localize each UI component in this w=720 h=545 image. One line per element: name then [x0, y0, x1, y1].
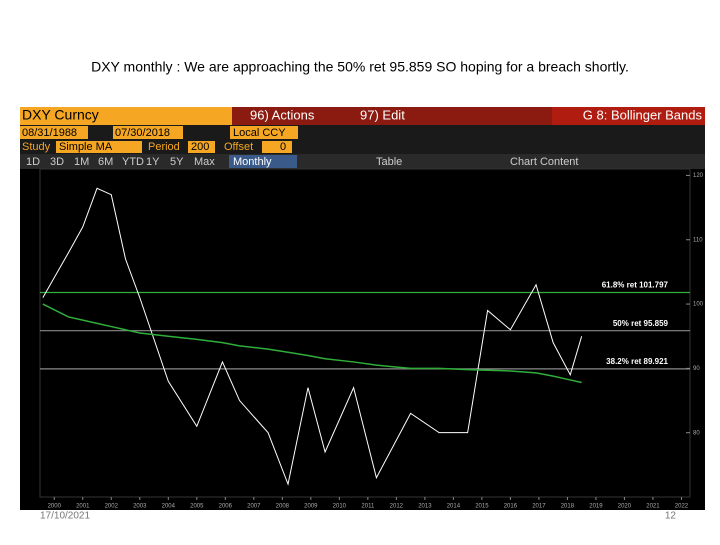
end-field[interactable] — [113, 126, 183, 139]
retracement-label: 38.2% ret 89.921 — [606, 357, 668, 366]
range-tab[interactable]: 1D — [26, 156, 40, 168]
x-tick-label: 2005 — [190, 504, 204, 510]
study-field[interactable] — [56, 141, 142, 153]
table-button[interactable]: Table — [376, 156, 402, 168]
x-tick-label: 2006 — [219, 504, 233, 510]
range-tab[interactable]: 1M — [74, 156, 89, 168]
study: Simple MA — [59, 141, 113, 153]
study-label: Study — [22, 141, 51, 153]
range-tab[interactable]: 5Y — [170, 156, 184, 168]
ticker: DXY Curncy — [22, 107, 99, 123]
chart-content-button[interactable]: Chart Content — [510, 156, 578, 168]
slide-title: DXY monthly : We are approaching the 50%… — [91, 59, 629, 75]
x-tick-label: 2012 — [390, 504, 404, 510]
period-label: Period — [148, 141, 180, 153]
currency: Local CCY — [233, 127, 286, 139]
x-tick-label: 2017 — [532, 504, 546, 510]
x-tick-label: 2010 — [333, 504, 347, 510]
function-bar — [552, 107, 705, 125]
x-tick-label: 2013 — [418, 504, 432, 510]
range-tab[interactable]: 6M — [98, 156, 113, 168]
x-tick-label: 2021 — [646, 504, 660, 510]
retracement-label: 50% ret 95.859 — [613, 319, 669, 328]
x-tick-label: 2016 — [504, 504, 518, 510]
x-tick-label: 2009 — [304, 504, 318, 510]
slide-date: 17/10/2021 — [40, 511, 90, 522]
x-tick-label: 2000 — [48, 504, 62, 510]
x-tick-label: 2020 — [618, 504, 632, 510]
offset-field[interactable] — [262, 141, 292, 153]
offset-label: Offset — [224, 141, 253, 153]
x-tick-label: 2008 — [276, 504, 290, 510]
x-tick-label: 2003 — [133, 504, 147, 510]
x-tick-label: 2002 — [105, 504, 119, 510]
menu-bar — [232, 107, 552, 125]
series-line — [42, 303, 582, 384]
frequency-tab[interactable] — [229, 155, 297, 168]
x-tick-label: 2011 — [361, 504, 375, 510]
x-tick-label: 2014 — [447, 504, 461, 510]
series-line — [42, 187, 583, 486]
range-tab[interactable]: 1Y — [146, 156, 160, 168]
x-tick-label: 2001 — [76, 504, 90, 510]
retracement-label: 61.8% ret 101.797 — [602, 281, 669, 290]
range-tab[interactable]: 3D — [50, 156, 64, 168]
x-tick-label: 2019 — [589, 504, 603, 510]
y-tick-label: 110 — [693, 237, 703, 243]
function-name: G 8: Bollinger Bands — [583, 107, 703, 122]
end-date: 07/30/2018 — [115, 127, 170, 139]
x-tick-label: 2007 — [247, 504, 261, 510]
y-tick-label: 120 — [693, 173, 704, 179]
x-tick-label: 2022 — [675, 504, 689, 510]
x-tick-label: 2015 — [475, 504, 489, 510]
ticker-bar — [20, 107, 232, 125]
edit-menu[interactable]: 97) Edit — [360, 107, 405, 122]
start-field[interactable] — [20, 126, 88, 139]
currency-field[interactable] — [230, 126, 298, 139]
actions-menu[interactable]: 96) Actions — [250, 107, 315, 122]
y-tick-label: 90 — [693, 366, 700, 372]
x-tick-label: 2018 — [561, 504, 575, 510]
slide-number: 12 — [665, 511, 677, 522]
range-tab[interactable]: YTD — [122, 156, 144, 168]
plot-area — [39, 168, 691, 498]
period-field[interactable] — [188, 141, 215, 153]
y-tick-label: 80 — [693, 430, 700, 436]
offset: 0 — [280, 141, 286, 153]
y-tick-label: 100 — [693, 302, 704, 308]
frequency: Monthly — [233, 156, 272, 168]
x-tick-label: 2004 — [162, 504, 176, 510]
tab-bar — [20, 154, 705, 169]
start-date: 08/31/1988 — [22, 127, 77, 139]
period: 200 — [191, 141, 209, 153]
range-tab[interactable]: Max — [194, 156, 215, 168]
